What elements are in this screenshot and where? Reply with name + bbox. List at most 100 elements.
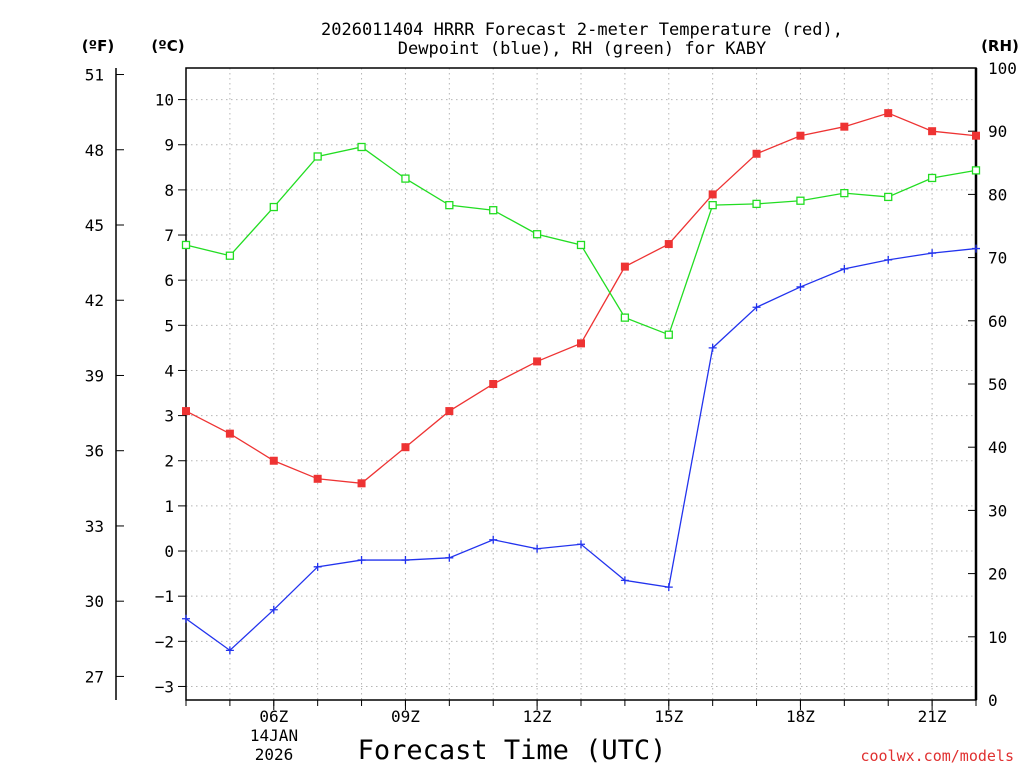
- rh-point: [532, 230, 542, 239]
- dewpoint-point: [796, 282, 805, 291]
- axis-ticks: 06Z 09Z 12Z 15Z 18Z 21Z−3−2−10123456789102730…: [85, 59, 1017, 726]
- dewpoint-point: [840, 264, 849, 273]
- celsius-tick-label: −1: [155, 587, 174, 606]
- 2-meter-temperature-point: [489, 380, 498, 388]
- rh-point: [181, 240, 191, 250]
- dewpoint-point: [182, 614, 190, 623]
- rh-tick-label: 90: [988, 122, 1007, 141]
- series-lines: [181, 109, 981, 655]
- x-tick-label: 15Z: [654, 707, 683, 726]
- dewpoint-point: [577, 540, 585, 549]
- rh-tick-label: 40: [988, 438, 1007, 457]
- 2-meter-temperature-point: [269, 456, 278, 465]
- fahrenheit-tick-label: 48: [85, 141, 104, 160]
- celsius-tick-label: 5: [164, 316, 174, 335]
- rh-tick-label: 60: [988, 312, 1007, 331]
- fahrenheit-tick-label: 27: [85, 667, 104, 686]
- fahrenheit-tick-label: 39: [85, 366, 104, 385]
- rh-point: [884, 192, 893, 202]
- fahrenheit-tick-label: 42: [85, 291, 104, 310]
- fahrenheit-unit-label: (ºF): [82, 37, 114, 55]
- rh-point: [664, 330, 673, 339]
- 2-meter-temperature-point: [620, 262, 629, 271]
- 2-meter-temperature-point: [401, 443, 410, 452]
- dewpoint-point: [357, 556, 366, 565]
- credit-link[interactable]: coolwx.com/models: [860, 747, 1014, 765]
- celsius-unit-label: (ºC): [151, 37, 184, 55]
- celsius-tick-label: 4: [164, 361, 174, 380]
- x-tick-label: 21Z: [918, 707, 947, 726]
- 2-meter-temperature-point: [577, 339, 585, 348]
- rh-point: [840, 188, 849, 198]
- celsius-tick-label: −2: [155, 632, 174, 651]
- rh-point: [796, 196, 805, 205]
- fahrenheit-tick-label: 45: [85, 216, 104, 235]
- dewpoint-point: [269, 605, 278, 614]
- rh-point: [489, 206, 498, 215]
- fahrenheit-tick-label: 33: [85, 517, 104, 536]
- 2-meter-temperature-point: [708, 190, 717, 199]
- dewpoint-point: [752, 303, 761, 312]
- dewpoint-point: [401, 556, 410, 565]
- dewpoint-point: [928, 249, 937, 258]
- fahrenheit-tick-label: 51: [85, 66, 104, 85]
- 2-meter-temperature-point: [840, 122, 849, 131]
- 2-meter-temperature-point: [796, 131, 805, 140]
- 2-meter-temperature-point: [884, 109, 893, 118]
- fahrenheit-tick-label: 30: [85, 592, 104, 611]
- 2-meter-temperature-point: [664, 240, 673, 249]
- 2-meter-temperature-point: [928, 127, 937, 136]
- dewpoint-point: [313, 562, 322, 571]
- celsius-tick-label: 6: [164, 271, 174, 290]
- rh-tick-label: 80: [988, 185, 1007, 204]
- rh-point: [620, 313, 630, 322]
- 2-meter-temperature-point: [182, 407, 190, 416]
- rh-tick-label: 50: [988, 375, 1007, 394]
- celsius-tick-label: 10: [155, 91, 174, 110]
- rh-point: [971, 166, 981, 175]
- x-tick-label: 09Z: [391, 707, 420, 726]
- dewpoint-point: [972, 244, 980, 253]
- rh-point: [927, 173, 937, 183]
- 2-meter-temperature-point: [357, 479, 366, 488]
- fahrenheit-tick-label: 36: [85, 442, 104, 461]
- x-axis-label: Forecast Time (UTC): [358, 735, 667, 766]
- dewpoint-point: [489, 535, 498, 544]
- rh-tick-label: 0: [988, 691, 998, 710]
- 2-meter-temperature-point: [972, 131, 980, 140]
- rh-tick-label: 70: [988, 249, 1007, 268]
- rh-tick-label: 20: [988, 565, 1007, 584]
- x-tick-label: 06Z: [259, 707, 288, 726]
- rh-point: [269, 202, 278, 212]
- celsius-tick-label: 9: [164, 136, 174, 155]
- chart-title-line1: 2026011404 HRRR Forecast 2-meter Tempera…: [321, 20, 843, 40]
- celsius-tick-label: 0: [164, 542, 174, 561]
- 2-meter-temperature-point: [445, 407, 454, 416]
- dewpoint-point: [884, 255, 893, 264]
- 2-meter-temperature-point: [225, 429, 234, 438]
- rh-point: [225, 251, 235, 260]
- x-tick-label: 18Z: [786, 707, 815, 726]
- chart-title-line2: Dewpoint (blue), RH (green) for KABY: [398, 39, 766, 59]
- dewpoint-point: [708, 343, 717, 352]
- rh-point: [357, 142, 366, 152]
- x-tick-label: 12Z: [523, 707, 552, 726]
- celsius-tick-label: 3: [164, 407, 174, 426]
- date-label-year: 2026: [255, 745, 294, 764]
- gridlines: [186, 68, 976, 700]
- celsius-tick-label: 7: [164, 226, 174, 245]
- celsius-tick-label: 1: [164, 497, 174, 516]
- 2-meter-temperature-point: [313, 474, 322, 483]
- rh-point: [401, 174, 410, 183]
- dewpoint-point: [664, 583, 673, 592]
- rh-unit-label: (RH): [981, 37, 1019, 55]
- dewpoint-point: [445, 553, 454, 562]
- date-label-day: 14JAN: [250, 726, 298, 745]
- celsius-tick-label: 2: [164, 452, 174, 471]
- rh-point: [576, 240, 586, 250]
- rh-point: [445, 200, 454, 210]
- rh-tick-label: 100: [988, 59, 1017, 78]
- dewpoint-point: [225, 646, 234, 655]
